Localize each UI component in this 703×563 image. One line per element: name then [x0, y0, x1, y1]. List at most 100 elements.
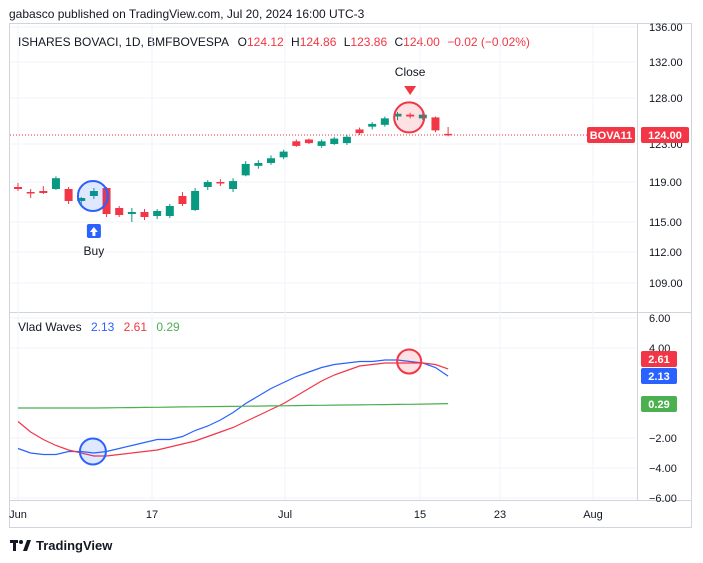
- candle-body: [431, 117, 440, 131]
- candle-body: [64, 189, 73, 201]
- candle: [203, 180, 212, 190]
- time-tick-label: 23: [494, 509, 506, 521]
- candle: [241, 161, 250, 177]
- buy-marker-circle: [76, 180, 109, 212]
- candle: [330, 136, 339, 145]
- candle: [368, 122, 377, 130]
- candle: [431, 116, 440, 133]
- close-label: Close: [395, 65, 426, 79]
- indicator-value-red: 2.61: [123, 320, 147, 334]
- candle: [115, 206, 124, 217]
- indicator-tick-label: −6.00: [649, 493, 677, 505]
- indicator-value-green: 0.29: [156, 320, 180, 334]
- candle: [267, 155, 275, 165]
- low-label: L: [343, 35, 351, 49]
- candle: [216, 179, 225, 186]
- candle-body: [304, 139, 313, 144]
- candle: [191, 188, 200, 211]
- indicator-name: Vlad Waves: [18, 320, 82, 334]
- candle: [317, 139, 326, 148]
- candle-body: [203, 182, 212, 187]
- candle-body: [418, 114, 427, 119]
- open-value: 124.12: [246, 35, 284, 49]
- candle: [279, 149, 288, 160]
- candle: [342, 135, 351, 145]
- candle-body: [342, 136, 351, 144]
- candle-body: [115, 208, 124, 215]
- candle-body: [229, 181, 238, 189]
- change-value: −0.02 (−0.02%): [447, 35, 530, 49]
- candle: [292, 139, 301, 147]
- indicator-close-circle: [396, 348, 423, 375]
- indicator-value-label-bg: [641, 351, 677, 367]
- candle-body: [127, 212, 136, 214]
- candle: [26, 189, 35, 198]
- candle: [229, 178, 238, 192]
- buy-label: Buy: [84, 244, 105, 258]
- footer-logo: TradingView: [10, 538, 112, 553]
- price-tick-label: 109.00: [649, 278, 683, 290]
- time-tick-label: Aug: [583, 509, 603, 521]
- candle-body: [14, 187, 22, 189]
- candle: [14, 183, 22, 191]
- candle-body: [191, 191, 200, 210]
- candle: [406, 112, 415, 119]
- high-value: 124.86: [299, 35, 337, 49]
- candle-body: [26, 192, 35, 194]
- candle-body: [216, 182, 225, 184]
- candle: [89, 188, 98, 199]
- indicator-value-label-bg: [641, 368, 677, 384]
- candle-body: [317, 141, 326, 146]
- candle-body: [178, 196, 187, 204]
- candle-body: [393, 113, 402, 117]
- indicator-value-label: 2.13: [648, 371, 669, 383]
- price-tick-label: 112.00: [649, 247, 682, 259]
- ticker-label: BOVA11: [590, 130, 633, 142]
- indicator-legend: Vlad Waves 2.13 2.61 0.29: [18, 320, 180, 334]
- candle: [178, 192, 187, 206]
- candle: [64, 187, 73, 204]
- open-label: O: [237, 35, 247, 49]
- price-tick-label: 128.00: [649, 93, 683, 105]
- price-tick-label: 136.00: [649, 22, 683, 34]
- low-value: 123.86: [350, 35, 388, 49]
- candle-body: [51, 178, 60, 189]
- indicator-tick-label: −2.00: [649, 433, 677, 445]
- close-marker-circle: [393, 101, 426, 134]
- candle-body: [330, 138, 339, 144]
- high-label: H: [291, 35, 300, 49]
- candle: [51, 176, 60, 190]
- candle: [380, 116, 389, 127]
- candle-body: [153, 211, 162, 216]
- candle: [304, 138, 313, 144]
- candle: [140, 209, 149, 220]
- indicator-value-label: 2.61: [648, 354, 669, 366]
- time-tick-label: 17: [146, 509, 158, 521]
- candle: [393, 111, 402, 121]
- close-label: C: [394, 35, 404, 49]
- buy-arrow-glyph: [89, 227, 98, 236]
- candle: [355, 127, 364, 135]
- footer-brand: TradingView: [36, 538, 113, 553]
- indicator-tick-label: 6.00: [649, 313, 670, 325]
- candle: [39, 186, 48, 194]
- indicator-value-label-bg: [641, 396, 677, 412]
- candle-body: [368, 123, 377, 127]
- time-tick-label: Jul: [278, 509, 292, 521]
- indicator-tick-label: −4.00: [649, 463, 677, 475]
- close-value: 124.00: [403, 35, 440, 49]
- candle-body: [355, 129, 364, 134]
- indicator-value-label: 0.29: [648, 399, 669, 411]
- price-legend: ISHARES BOVACI, 1D, BMFBOVESPA O124.12 H…: [18, 35, 530, 49]
- candle-body: [241, 163, 250, 176]
- price-tick-label: 119.00: [649, 177, 682, 189]
- close-arrow-icon: [404, 86, 417, 95]
- candle-body: [77, 198, 86, 201]
- indicator-line-2.61: [17, 362, 449, 457]
- candle-body: [267, 158, 275, 163]
- ticker-label-bg: [587, 127, 635, 143]
- last-price-label: 124.00: [648, 130, 682, 142]
- candle: [165, 204, 174, 218]
- symbol-label: ISHARES BOVACI, 1D, BMFBOVESPA: [18, 35, 229, 49]
